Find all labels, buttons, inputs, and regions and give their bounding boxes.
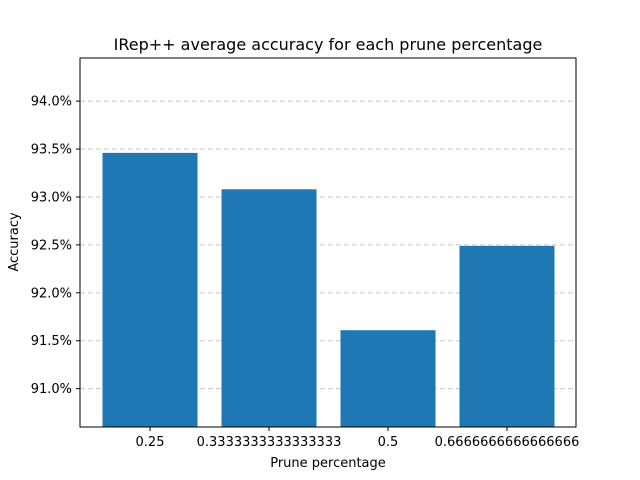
y-axis-ticks: 91.0% 91.5% 92.0% 92.5% 93.0% 93.5% 94.0% (31, 95, 80, 397)
y-axis-label: Accuracy (7, 212, 22, 272)
y-tick-label: 91.0% (31, 382, 72, 397)
y-tick-label: 93.5% (31, 143, 72, 158)
chart-title: IRep++ average accuracy for each prune p… (114, 35, 543, 54)
bar (221, 189, 317, 427)
bar (102, 152, 198, 427)
y-tick-label: 92.0% (31, 286, 72, 301)
bar (340, 330, 436, 427)
y-tick-label: 91.5% (31, 334, 72, 349)
x-tick-label: 0.3333333333333333 (197, 435, 342, 450)
bars (102, 152, 555, 427)
plot-frame (79, 57, 577, 428)
x-tick-label: 0.25 (136, 435, 165, 450)
x-axis-label: Prune percentage (270, 456, 386, 471)
x-axis-ticks: 0.25 0.3333333333333333 0.5 0.6666666666666… (136, 427, 580, 450)
y-tick-label: 93.0% (31, 190, 72, 205)
bar (459, 245, 555, 427)
y-tick-label: 94.0% (31, 95, 72, 110)
y-tick-label: 92.5% (31, 238, 72, 253)
x-tick-label: 0.5 (378, 435, 399, 450)
x-tick-label: 0.6666666666666666 (435, 435, 580, 450)
